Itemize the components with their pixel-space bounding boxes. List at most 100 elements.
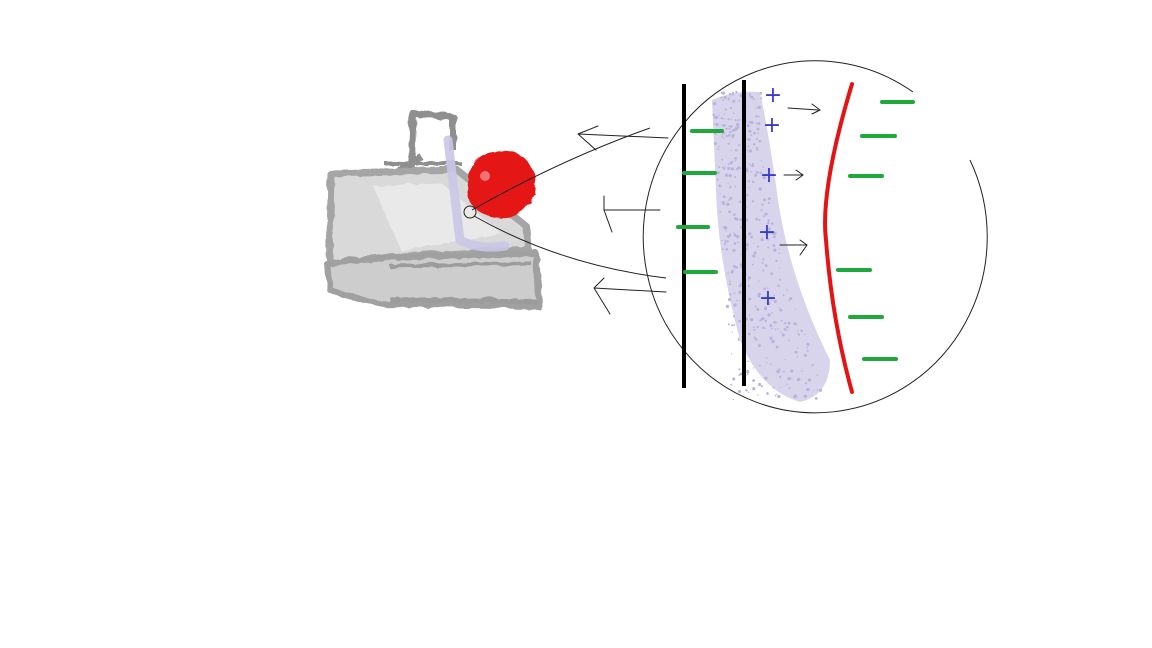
electrolyte-speckle (752, 180, 755, 184)
electrolyte-speckle (759, 319, 762, 322)
electrolyte-speckle (758, 187, 762, 191)
electrolyte-speckle (740, 253, 742, 256)
electrolyte-speckle (788, 299, 790, 302)
electrolyte-speckle (747, 360, 749, 362)
electrolyte-speckle (752, 367, 754, 369)
electrolyte-speckle (747, 332, 751, 336)
electrolyte-speckle (729, 130, 732, 134)
electrolyte-speckle (725, 247, 729, 251)
electrolyte-speckle (762, 258, 765, 261)
electrolyte-speckle (732, 264, 737, 269)
electrolyte-speckle (727, 98, 730, 101)
electrolyte-speckle (727, 163, 730, 166)
positive-charge: + (760, 163, 778, 188)
electrolyte-speckle (734, 119, 737, 122)
electrolyte-speckle (787, 321, 791, 325)
electrolyte-speckle (722, 99, 724, 101)
electrolyte-speckle (762, 326, 765, 329)
electrolyte-speckle (738, 319, 741, 323)
electrolyte-speckle (766, 221, 770, 225)
electrolyte-speckle (727, 182, 729, 184)
electrolyte-speckle (724, 165, 726, 168)
electrolyte-speckle (723, 225, 727, 230)
electrolyte-speckle (769, 336, 773, 340)
electrolyte-speckle (756, 127, 760, 131)
electrolyte-speckle (788, 387, 791, 390)
electrolyte-speckle (713, 141, 718, 146)
electrolyte-speckle (769, 324, 773, 328)
electrolyte-speckle (752, 387, 756, 391)
electrolyte-speckle (794, 308, 797, 311)
electrolyte-speckle (745, 218, 749, 222)
electrolyte-speckle (752, 98, 755, 101)
electrolyte-speckle (787, 376, 791, 381)
electrolyte-speckle (734, 156, 737, 160)
electrolyte-speckle (760, 238, 764, 242)
electrolyte-speckle (727, 166, 731, 171)
electrolyte-speckle (720, 117, 723, 120)
electrolyte-speckle (760, 385, 763, 388)
electrolyte-speckle (807, 378, 811, 382)
electrolyte-speckle (747, 285, 750, 288)
electrolyte-speckle (722, 195, 726, 199)
electrolyte-speckle (745, 389, 748, 392)
electrolyte-speckle (746, 149, 749, 152)
electrolyte-speckle (729, 283, 732, 286)
electrolyte-speckle (767, 219, 770, 222)
electrolyte-speckle (715, 123, 719, 126)
electrolyte-speckle (726, 202, 730, 206)
electrolyte-speckle (728, 174, 732, 178)
electrolyte-speckle (757, 105, 761, 110)
electrolyte-speckle (721, 239, 723, 242)
arrow-icon (577, 125, 669, 151)
electrolyte-speckle (748, 276, 751, 280)
electrolyte-speckle (779, 308, 783, 312)
electrolyte-speckle (732, 91, 734, 94)
electrolyte-speckle (778, 266, 781, 269)
electrolyte-speckle (764, 376, 768, 380)
electrolyte-speckle (758, 139, 762, 143)
electrode-boundary (823, 82, 854, 394)
electrolyte-speckle (753, 329, 756, 331)
electrolyte-speckle (739, 94, 743, 98)
electrolyte-speckle (748, 297, 752, 301)
charges-layer: + + + + + (676, 83, 915, 361)
electrolyte-speckle (731, 136, 734, 139)
electrolyte-speckle (746, 138, 749, 141)
electrolyte-speckle (717, 148, 720, 150)
beaker-inner-shade (372, 182, 500, 250)
electrolyte-speckle (738, 144, 741, 147)
red-electrode-blob-icon (465, 149, 535, 217)
electrolyte-speckle (724, 239, 727, 242)
electrolyte-speckle (766, 287, 769, 290)
electrolyte-speckle (748, 163, 751, 166)
electrolyte-speckle (778, 278, 781, 281)
electrolyte-speckle (740, 226, 743, 229)
electrolyte-speckle (766, 357, 768, 359)
electrolyte-speckle (752, 254, 756, 258)
electrolyte-speckle (767, 227, 771, 231)
electrolyte-speckle (733, 292, 735, 294)
electrolyte-speckle (757, 292, 761, 296)
electrolyte-speckle (773, 231, 777, 235)
electrolyte-speckle (728, 234, 732, 237)
arrows-layer (577, 103, 821, 315)
electrolyte-speckle (733, 315, 736, 318)
electrolyte-speckle (733, 112, 735, 114)
electrolyte-speckle (786, 383, 788, 386)
electrolyte-speckle (771, 311, 773, 314)
electrolyte-speckle (776, 370, 780, 374)
electrolyte-speckle (735, 90, 738, 94)
electrolyte-speckle (760, 97, 763, 100)
electrolyte-speckle (731, 331, 733, 333)
electrolyte-speckle (736, 235, 740, 239)
electrolyte-speckle (780, 331, 782, 334)
electrolyte-speckle (761, 317, 765, 321)
electrolyte-speckle (750, 235, 753, 239)
electrolyte-speckle (729, 185, 732, 189)
electrolyte-speckle (764, 306, 767, 310)
electrolyte-speckle (753, 336, 756, 339)
electrolyte-speckle (771, 232, 775, 235)
electrolyte-speckle (746, 124, 750, 128)
electrolyte-speckle (793, 322, 796, 325)
